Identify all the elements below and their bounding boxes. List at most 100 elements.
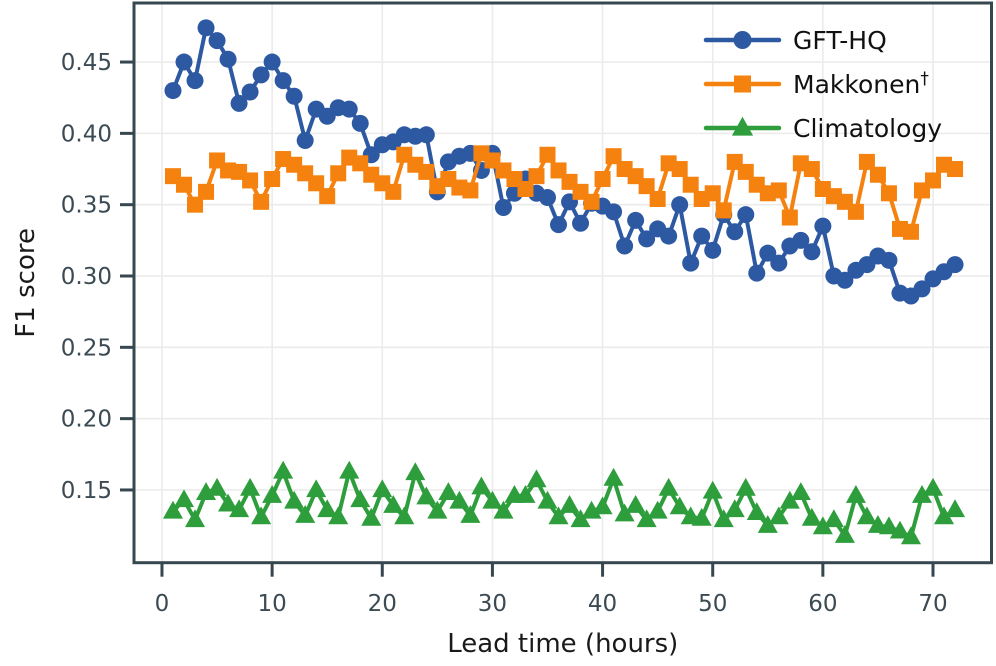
data-point-triangle [515, 485, 536, 503]
data-point-triangle [471, 476, 492, 495]
data-point-circle [285, 87, 303, 105]
data-point-triangle [328, 506, 349, 525]
data-point-triangle [823, 509, 844, 528]
data-point-triangle [911, 485, 933, 503]
data-point-triangle [691, 507, 712, 526]
data-point-triangle [933, 506, 955, 525]
data-point-square [176, 176, 193, 193]
data-point-square [858, 153, 875, 170]
data-point-circle [340, 100, 358, 118]
data-point-triangle [526, 469, 547, 488]
y-tick-label: 0.35 [61, 193, 112, 219]
data-point-square [319, 188, 336, 205]
data-point-square [242, 172, 259, 189]
x-axis: 0 10 20 30 40 50 60 70 [155, 562, 948, 617]
data-point-square [539, 146, 556, 163]
legend-item-climatology: Climatology [703, 114, 942, 143]
data-point-triangle [218, 493, 239, 512]
data-point-triangle [251, 506, 272, 525]
data-point-triangle [570, 509, 591, 528]
data-point-circle [638, 230, 656, 248]
data-point-triangle [405, 462, 426, 481]
data-point-triangle [746, 502, 767, 521]
data-point-circle [880, 251, 898, 269]
data-point-circle [605, 203, 623, 221]
data-point-triangle [284, 490, 305, 509]
data-point-circle [230, 94, 248, 112]
data-point-triangle [361, 507, 382, 526]
data-point-triangle [779, 490, 800, 509]
data-point-triangle [383, 495, 404, 513]
data-point-triangle [339, 460, 360, 479]
data-point-triangle [625, 495, 646, 513]
data-point-triangle [229, 499, 250, 518]
x-tick-label: 40 [588, 591, 617, 617]
y-tick-label: 0.40 [61, 121, 112, 147]
data-point-square [682, 176, 699, 193]
data-point-circle [550, 216, 568, 234]
x-tick-label: 10 [257, 591, 286, 617]
data-point-square [947, 161, 964, 178]
data-point-triangle [757, 514, 778, 533]
data-point-triangle [394, 506, 415, 525]
y-tick-label: 0.25 [61, 335, 112, 361]
data-point-triangle [427, 500, 448, 519]
data-point-triangle [731, 116, 754, 136]
data-point-square [517, 180, 534, 197]
data-point-triangle [482, 490, 503, 509]
data-point-circle [164, 82, 182, 100]
data-point-triangle [790, 482, 811, 501]
data-point-circle [197, 19, 215, 37]
data-point-triangle [812, 516, 833, 535]
data-point-circle [219, 50, 237, 68]
legend-label-superscript: † [920, 69, 929, 89]
data-point-triangle [945, 499, 966, 518]
data-point-circle [175, 53, 193, 71]
data-point-triangle [240, 477, 261, 496]
legend: GFT-HQ Makkonen† Climatology [703, 26, 942, 143]
data-point-triangle [669, 496, 690, 515]
data-point-circle [616, 237, 634, 255]
data-point-triangle [184, 509, 206, 528]
x-tick-label: 60 [808, 591, 837, 617]
data-point-square [308, 175, 325, 192]
x-tick-label: 50 [698, 591, 727, 617]
data-point-triangle [834, 524, 855, 543]
data-point-square [781, 209, 798, 226]
legend-label: Climatology [793, 114, 942, 143]
data-point-circle [494, 199, 512, 217]
legend-item-makkonen: Makkonen† [703, 69, 929, 99]
data-point-triangle [449, 490, 470, 509]
data-point-circle [792, 231, 810, 249]
data-point-square [638, 178, 655, 195]
y-tick-label: 0.30 [61, 264, 112, 290]
data-point-circle [263, 53, 281, 71]
y-tick-label: 0.15 [61, 478, 112, 504]
data-point-square [385, 183, 402, 200]
y-axis-label: F1 score [11, 228, 41, 338]
data-point-square [869, 166, 886, 183]
data-point-circle [671, 196, 689, 214]
data-point-triangle [592, 496, 613, 515]
x-tick-label: 70 [918, 591, 947, 617]
data-point-triangle [207, 477, 228, 496]
data-point-circle [252, 66, 270, 84]
data-point-square [847, 203, 864, 220]
data-point-triangle [262, 485, 283, 503]
data-point-triangle [636, 509, 657, 528]
data-point-triangle [801, 507, 822, 526]
data-point-triangle [845, 485, 866, 503]
y-axis: 0.15 0.20 0.25 0.30 0.35 0.40 0.45 [61, 50, 134, 504]
data-point-triangle [724, 499, 745, 518]
data-point-triangle [438, 482, 459, 501]
data-point-square [594, 171, 611, 188]
data-point-circle [241, 83, 259, 101]
data-point-square [187, 196, 204, 213]
data-point-square [264, 171, 281, 188]
data-point-triangle [350, 489, 371, 508]
series-makkonen [164, 145, 964, 240]
data-point-square [925, 172, 942, 189]
axes-spines [132, 1, 993, 565]
